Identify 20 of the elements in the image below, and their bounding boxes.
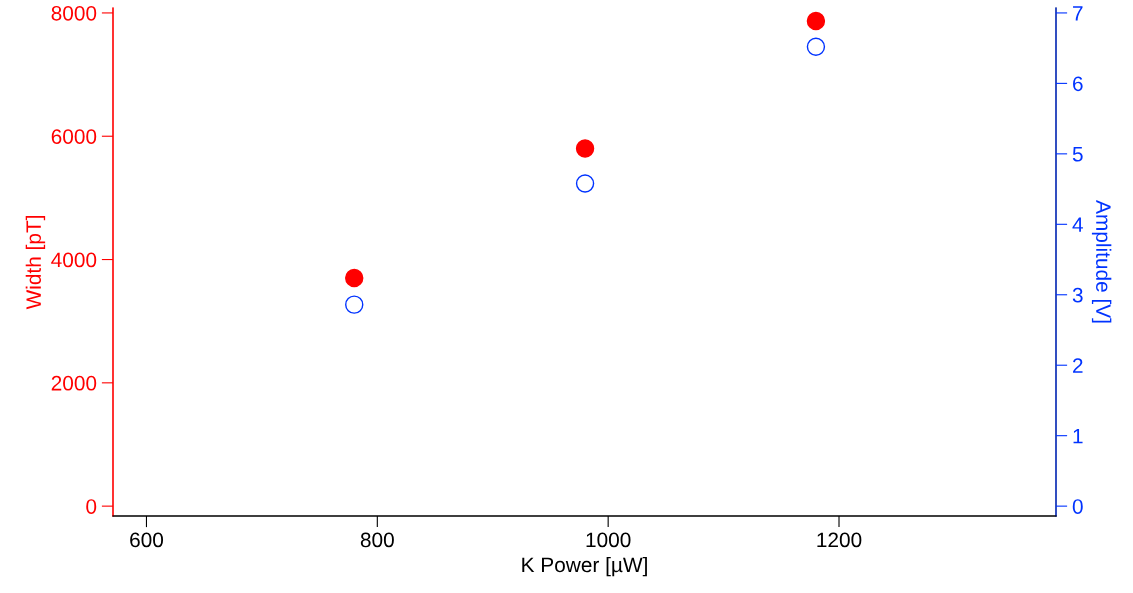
- y2-tick-label: 4: [1072, 217, 1083, 232]
- y-tick-label: 2000: [51, 375, 97, 391]
- x-tick-label: 1000: [586, 532, 631, 548]
- y2-tick-label: 3: [1072, 287, 1083, 303]
- y-tick-label: 6000: [51, 129, 97, 144]
- y-axis-title: Width [pT]: [25, 216, 46, 310]
- y-tick-label: 4000: [51, 252, 97, 268]
- y2-tick-label: 0: [1072, 499, 1083, 514]
- x-tick-label: 1200: [817, 532, 862, 548]
- x-tick-label: 600: [130, 532, 164, 548]
- y-tick-label: 8000: [51, 5, 97, 21]
- y2-tick-label: 5: [1072, 147, 1083, 162]
- y-tick-label: 0: [86, 499, 97, 514]
- y2-tick-label: 6: [1073, 76, 1083, 92]
- x-tick-label: 800: [360, 532, 394, 548]
- x-axis-title: K Power [µW]: [522, 556, 647, 577]
- y2-tick-label: 2: [1073, 358, 1083, 373]
- y2-tick-label: 7: [1073, 6, 1083, 21]
- y2-axis-title: Amplitude [V]: [1091, 200, 1112, 323]
- y2-tick-label: 1: [1073, 428, 1083, 444]
